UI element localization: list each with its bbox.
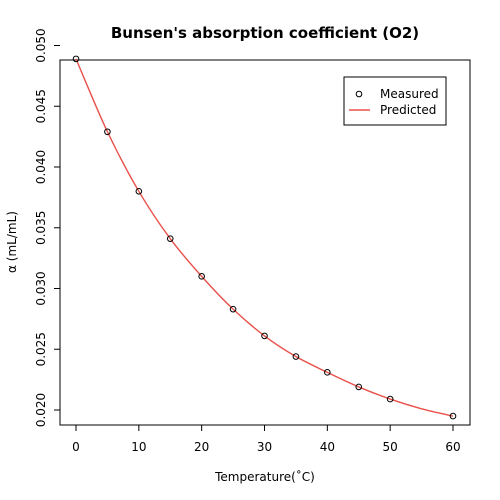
chart-title: Bunsen's absorption coefficient (O2) [111, 24, 419, 42]
measured-point [449, 412, 457, 420]
x-axis-label: Temperature(˚C) [214, 469, 315, 484]
measured-point [355, 383, 363, 391]
y-tick-label: 0.030 [34, 271, 48, 305]
measured-point [324, 369, 331, 376]
legend-box [343, 76, 447, 126]
measured-point [198, 273, 205, 280]
y-tick-label: 0.020 [34, 393, 48, 427]
measured-point [135, 188, 143, 195]
x-axis: 0 10 20 30 40 50 60 [72, 425, 461, 454]
measured-point [166, 235, 174, 242]
y-tick-label: 0.035 [34, 211, 48, 245]
x-tick-label: 60 [445, 440, 460, 454]
measured-point [292, 353, 300, 360]
y-axis: 0.020 0.025 0.030 0.035 0.040 0.045 0.050 [34, 28, 60, 427]
x-tick-label: 20 [194, 440, 209, 454]
measured-point [104, 128, 111, 136]
measured-point [386, 395, 394, 403]
x-tick-label: 40 [320, 440, 335, 454]
series-layer [72, 55, 457, 420]
x-tick-label: 10 [131, 440, 146, 454]
y-tick-label: 0.050 [34, 28, 48, 62]
x-tick-label: 0 [72, 440, 80, 454]
y-tick-label: 0.045 [34, 89, 48, 123]
x-tick-label: 50 [383, 440, 398, 454]
y-tick-label: 0.025 [34, 332, 48, 366]
legend-measured-label: Measured [380, 87, 439, 101]
legend-measured-marker [355, 90, 363, 98]
measured-point [261, 332, 268, 340]
legend-predicted-label: Predicted [380, 103, 436, 117]
y-tick-label: 0.040 [34, 150, 48, 184]
predicted-line [75, 58, 454, 417]
legend: Measured Predicted [343, 76, 447, 126]
x-tick-label: 30 [257, 440, 272, 454]
y-axis-label: α (mL/mL) [5, 211, 19, 273]
measured-point [229, 305, 237, 313]
measured-point [72, 55, 80, 63]
